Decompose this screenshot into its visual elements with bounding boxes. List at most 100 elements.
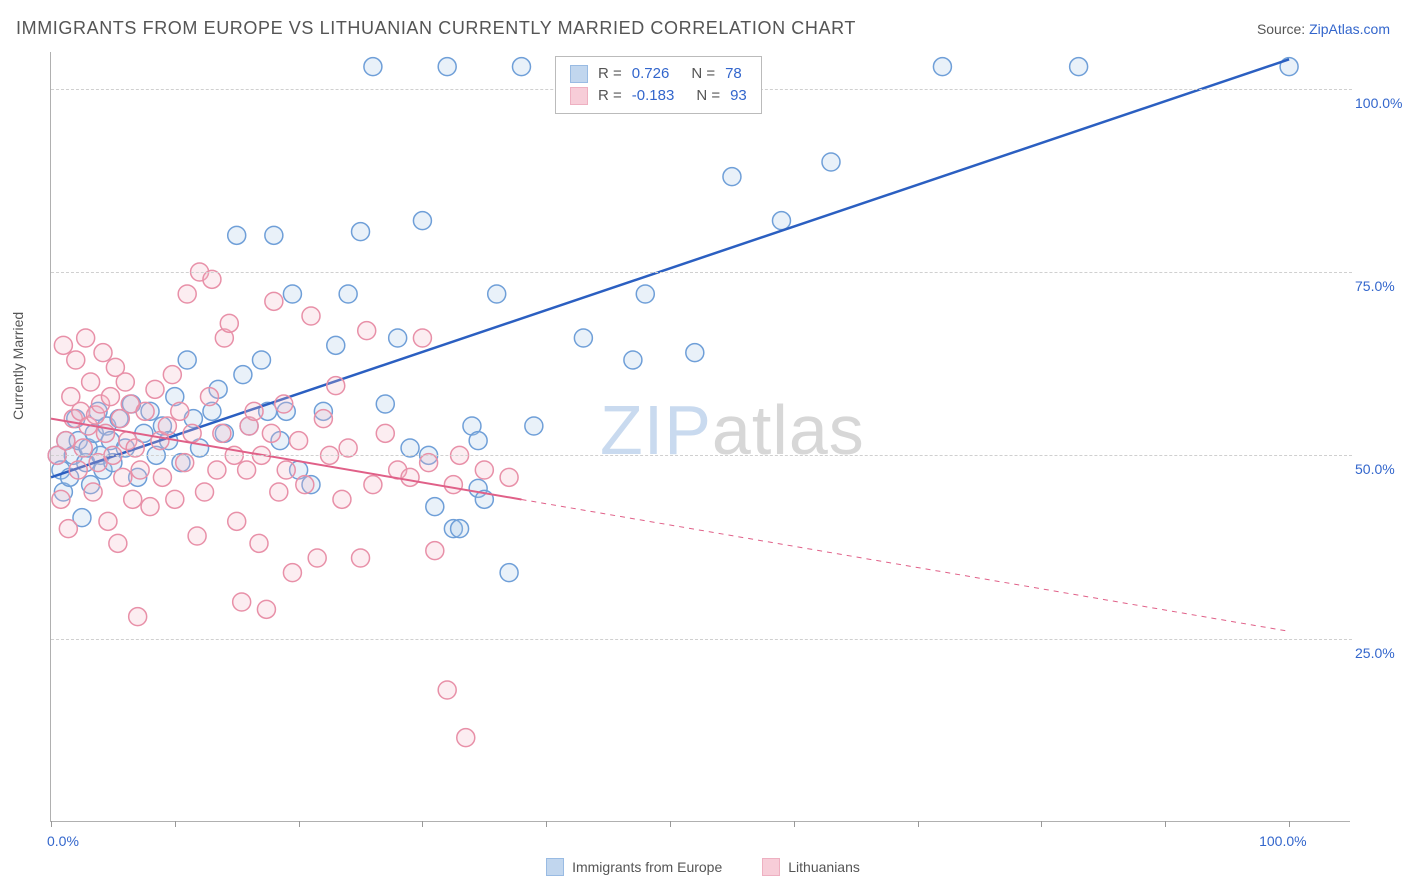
x-tick — [175, 821, 176, 827]
data-point — [84, 483, 102, 501]
data-point — [126, 439, 144, 457]
data-point — [438, 681, 456, 699]
data-point — [77, 329, 95, 347]
data-point — [99, 512, 117, 530]
plot-area: 25.0%50.0%75.0%100.0%0.0%100.0% — [50, 52, 1350, 822]
data-point — [124, 490, 142, 508]
data-point — [469, 432, 487, 450]
data-point — [136, 402, 154, 420]
legend-item: Lithuanians — [762, 858, 860, 876]
gridline — [51, 639, 1352, 640]
legend-swatch — [546, 858, 564, 876]
data-point — [296, 476, 314, 494]
x-tick — [422, 821, 423, 827]
data-point — [512, 58, 530, 76]
x-tick — [670, 821, 671, 827]
data-point — [74, 439, 92, 457]
data-point — [141, 498, 159, 516]
data-point — [401, 439, 419, 457]
data-point — [308, 549, 326, 567]
correlation-legend: R = 0.726N = 78R = -0.183N = 93 — [555, 56, 762, 114]
data-point — [131, 461, 149, 479]
data-point — [283, 285, 301, 303]
data-point — [228, 512, 246, 530]
data-point — [69, 461, 87, 479]
data-point — [188, 527, 206, 545]
data-point — [352, 549, 370, 567]
x-tick — [1289, 821, 1290, 827]
data-point — [500, 468, 518, 486]
source-link[interactable]: ZipAtlas.com — [1309, 21, 1390, 37]
data-point — [265, 292, 283, 310]
data-point — [94, 344, 112, 362]
legend-label: Lithuanians — [788, 859, 860, 875]
data-point — [67, 351, 85, 369]
data-point — [352, 223, 370, 241]
data-point — [822, 153, 840, 171]
data-point — [364, 476, 382, 494]
data-point — [339, 285, 357, 303]
data-point — [101, 388, 119, 406]
data-point — [277, 461, 295, 479]
data-point — [444, 476, 462, 494]
data-point — [327, 336, 345, 354]
x-tick — [299, 821, 300, 827]
data-point — [245, 402, 263, 420]
data-point — [200, 388, 218, 406]
data-point — [475, 461, 493, 479]
data-point — [203, 270, 221, 288]
data-point — [290, 432, 308, 450]
data-point — [772, 212, 790, 230]
data-point — [116, 373, 134, 391]
data-point — [183, 424, 201, 442]
data-point — [451, 520, 469, 538]
trend-line — [51, 59, 1289, 477]
gridline — [51, 272, 1352, 273]
x-tick-label: 100.0% — [1259, 833, 1306, 849]
y-tick-label: 25.0% — [1355, 645, 1406, 661]
legend-swatch — [570, 65, 588, 83]
data-point — [233, 593, 251, 611]
data-point — [234, 366, 252, 384]
source-label: Source: ZipAtlas.com — [1257, 21, 1390, 37]
data-point — [163, 366, 181, 384]
data-point — [314, 410, 332, 428]
data-point — [250, 534, 268, 552]
x-tick — [918, 821, 919, 827]
data-point — [525, 417, 543, 435]
legend-swatch — [762, 858, 780, 876]
data-point — [257, 600, 275, 618]
chart-svg — [51, 52, 1350, 821]
data-point — [262, 424, 280, 442]
data-point — [426, 542, 444, 560]
data-point — [426, 498, 444, 516]
data-point — [220, 314, 238, 332]
data-point — [413, 329, 431, 347]
data-point — [228, 226, 246, 244]
legend-bottom: Immigrants from EuropeLithuanians — [0, 858, 1406, 876]
data-point — [270, 483, 288, 501]
data-point — [57, 432, 75, 450]
data-point — [178, 285, 196, 303]
data-point — [275, 395, 293, 413]
data-point — [213, 424, 231, 442]
data-point — [153, 468, 171, 486]
data-point — [488, 285, 506, 303]
legend-row: R = -0.183N = 93 — [570, 85, 747, 107]
data-point — [265, 226, 283, 244]
data-point — [438, 58, 456, 76]
data-point — [59, 520, 77, 538]
data-point — [109, 534, 127, 552]
data-point — [333, 490, 351, 508]
y-tick-label: 100.0% — [1355, 95, 1406, 111]
data-point — [686, 344, 704, 362]
trend-line-dashed — [521, 499, 1289, 631]
data-point — [933, 58, 951, 76]
y-tick-label: 75.0% — [1355, 278, 1406, 294]
data-point — [166, 490, 184, 508]
data-point — [401, 468, 419, 486]
data-point — [283, 564, 301, 582]
chart-header: IMMIGRANTS FROM EUROPE VS LITHUANIAN CUR… — [16, 18, 1390, 39]
data-point — [129, 608, 147, 626]
data-point — [624, 351, 642, 369]
